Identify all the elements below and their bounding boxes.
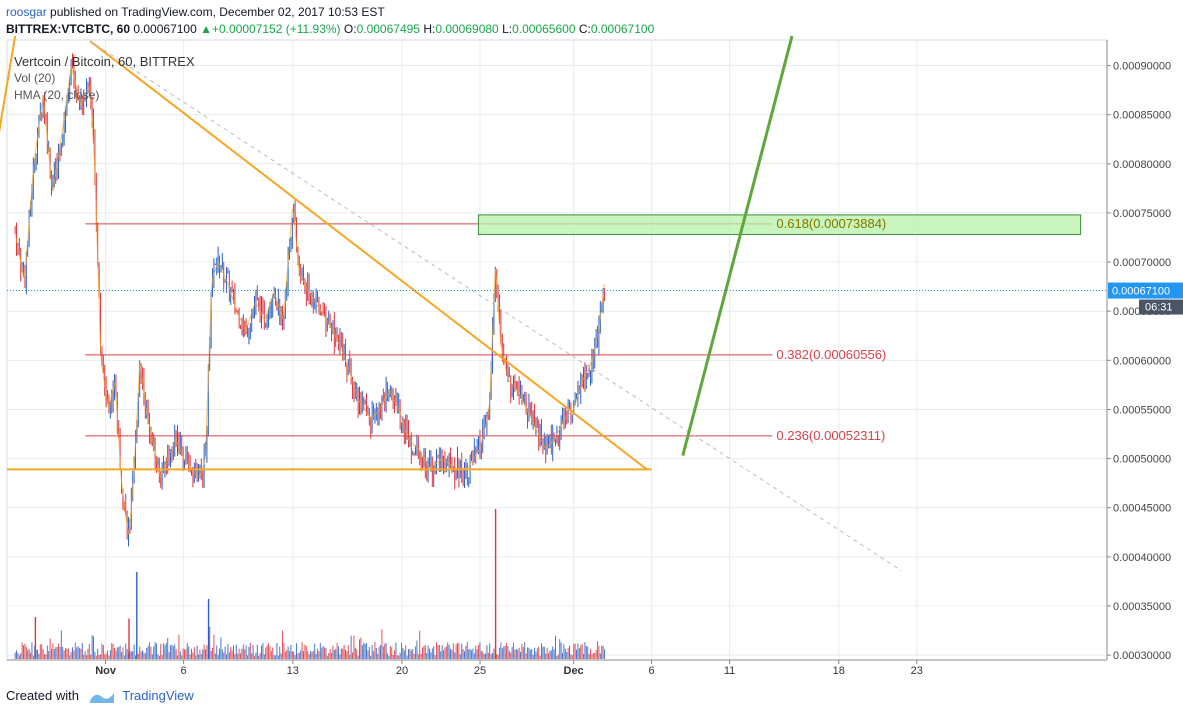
- symbol-label: BITTREX:VTCBTC, 60: [6, 22, 131, 36]
- countdown-label: 06:31: [1145, 302, 1173, 314]
- high-value: 0.00069080: [435, 22, 499, 36]
- y-tick-label: 0.00060000: [1113, 355, 1171, 367]
- open-label: O:: [343, 22, 357, 36]
- legend-title: Vertcoin / Bitcoin, 60, BITTREX: [14, 54, 195, 69]
- tradingview-link[interactable]: TradingView: [122, 688, 194, 703]
- x-tick-label: 23: [911, 665, 923, 677]
- fib-level-label: 0.382(0.00060556): [776, 347, 886, 362]
- y-tick-label: 0.00040000: [1113, 552, 1171, 564]
- chart-legend: Vertcoin / Bitcoin, 60, BITTREX Vol (20)…: [14, 53, 195, 104]
- footer: Created with TradingView: [6, 688, 194, 704]
- ohlc-line: BITTREX:VTCBTC, 60 0.00067100 ▲+0.000071…: [6, 22, 654, 36]
- x-tick-label: 6: [649, 665, 655, 677]
- price-axis: 0.00030000 0.00035000 0.00040000 0.00045000…: [1106, 40, 1183, 662]
- last-price-tag: [1108, 282, 1183, 299]
- y-tick-label: 0.00030000: [1113, 650, 1171, 662]
- chart-grid: [6, 39, 1108, 661]
- x-tick-label: Nov: [95, 665, 117, 677]
- close-label: C:: [578, 22, 591, 36]
- y-tick-label: 0.00045000: [1113, 503, 1171, 515]
- chart-header: roosgar published on TradingView.com, De…: [0, 0, 1183, 40]
- change-up-icon: ▲: [200, 22, 212, 36]
- triangle-top-line: [89, 40, 648, 471]
- fib-level-label: 0.236(0.00052311): [776, 428, 885, 443]
- x-tick-label: Dec: [564, 665, 584, 677]
- high-label: H:: [423, 22, 436, 36]
- x-tick-label: 20: [396, 665, 408, 677]
- last-price-tag-label: 0.00067100: [1112, 286, 1170, 298]
- x-tick-label: 13: [287, 665, 299, 677]
- y-tick-label: 0.00085000: [1113, 110, 1171, 122]
- open-value: 0.00067495: [356, 22, 420, 36]
- dashed-trend-line: [89, 40, 902, 572]
- low-label: L:: [502, 22, 513, 36]
- price-change: +0.00007152 (+11.93%): [212, 22, 341, 36]
- x-tick-label: 18: [833, 665, 845, 677]
- legend-volume: Vol (20): [14, 71, 56, 85]
- y-tick-label: 0.00080000: [1113, 159, 1171, 171]
- created-with: Created with: [6, 688, 79, 703]
- last-price: 0.00067100: [133, 22, 197, 36]
- hma-line: [14, 66, 605, 535]
- triangle-left-line: [0, 35, 17, 133]
- low-value: 0.00065600: [512, 22, 576, 36]
- price-candles: [14, 53, 606, 547]
- y-tick-label: 0.00050000: [1113, 454, 1171, 466]
- y-tick-label: 0.00035000: [1113, 601, 1171, 613]
- y-tick-label: 0.00075000: [1113, 208, 1171, 220]
- tradingview-logo-icon: [89, 692, 114, 703]
- publish-info: published on TradingView.com, December 0…: [46, 5, 385, 19]
- legend-hma: HMA (20, close): [14, 88, 100, 102]
- volume-bars: [14, 509, 606, 659]
- time-axis: Nov 6 13 20 25 Dec 6 11 18 23: [7, 659, 1107, 677]
- x-tick-label: 11: [724, 665, 735, 677]
- y-tick-label: 0.00055000: [1113, 404, 1171, 416]
- author-link[interactable]: roosgar: [6, 5, 47, 19]
- target-zone: [477, 214, 1082, 236]
- countdown-tag: [1139, 299, 1183, 315]
- y-tick-label: 0.00090000: [1113, 61, 1171, 73]
- plot-frame: [6, 39, 1108, 661]
- projection-line: [681, 35, 794, 457]
- chart-drawings: 0.236(0.00052311) 0.382(0.00060556) 0.618(…: [0, 35, 1107, 572]
- x-tick-label: 25: [474, 665, 486, 677]
- fib-618-label: 0.618(0.00073884): [776, 216, 886, 231]
- y-tick-label: 0.00070000: [1113, 257, 1171, 269]
- close-value: 0.00067100: [590, 22, 655, 36]
- x-tick-label: 6: [181, 665, 187, 677]
- publish-line: roosgar published on TradingView.com, De…: [6, 5, 385, 19]
